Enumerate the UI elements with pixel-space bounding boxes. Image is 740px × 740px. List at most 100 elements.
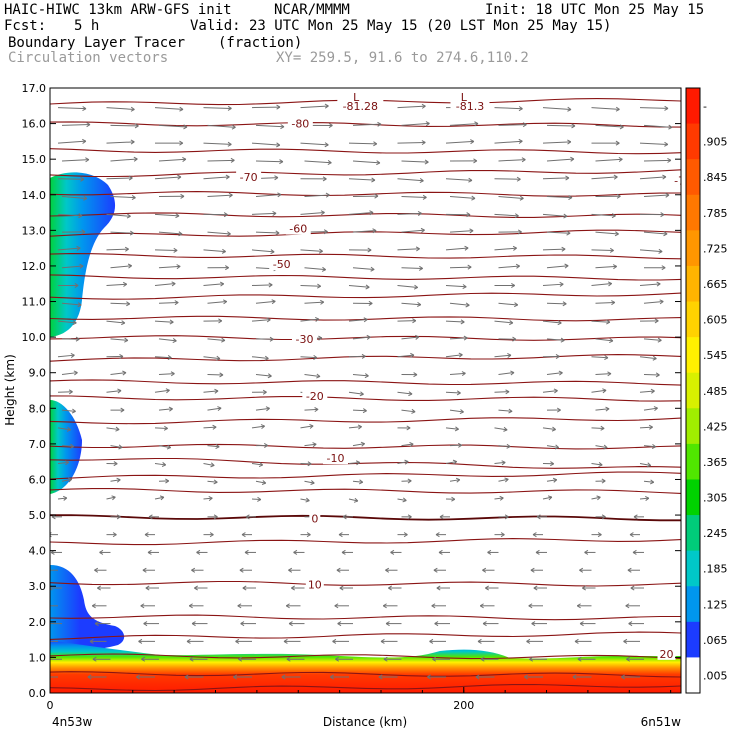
- vector-arrow-head: [288, 621, 293, 627]
- vector-arrow: [542, 248, 566, 251]
- vector-arrow: [542, 320, 562, 324]
- vector-arrow: [203, 283, 224, 287]
- vector-arrow: [255, 194, 282, 198]
- vector-arrow-head: [87, 674, 92, 680]
- vector-arrow-head: [119, 353, 124, 359]
- vector-label: Circulation vectors: [8, 50, 169, 66]
- colorbar-swatch: [686, 550, 700, 587]
- vector-arrow: [57, 320, 77, 324]
- colorbar-swatch: [686, 194, 700, 231]
- colorbar-swatch: [686, 657, 700, 694]
- circulation-vectors: [44, 103, 673, 680]
- vector-arrow-head: [332, 638, 337, 644]
- vector-arrow-head: [467, 264, 472, 270]
- vector-arrow-head: [614, 231, 619, 237]
- vector-arrow: [401, 267, 423, 269]
- colorbar-label: .245: [703, 527, 728, 540]
- vector-arrow-head: [134, 123, 139, 129]
- y-tick-label: 13.0: [22, 224, 47, 237]
- vector-arrow-head: [147, 549, 152, 555]
- contour-label-bg: [337, 98, 384, 112]
- vector-arrow: [542, 141, 571, 144]
- vector-arrow-head: [662, 174, 667, 180]
- vector-arrow-head: [44, 604, 47, 608]
- vector-arrow-head: [574, 638, 579, 644]
- contour-line: [50, 671, 681, 678]
- vector-arrow-head: [532, 532, 537, 538]
- colorbar-label: .665: [703, 278, 728, 291]
- vector-arrow-head: [409, 442, 414, 447]
- vector-arrow-head: [82, 138, 87, 144]
- contour-label-bg: [670, 173, 681, 187]
- vector-arrow-head: [288, 567, 293, 573]
- colorbar-swatch: [686, 443, 700, 480]
- vector-arrow-head: [601, 514, 606, 520]
- vector-arrow-head: [50, 532, 52, 538]
- vector-arrow: [494, 497, 504, 500]
- vector-arrow: [251, 425, 265, 429]
- vector-arrow-head: [438, 549, 443, 555]
- vector-arrow: [546, 265, 569, 269]
- vector-arrow-head: [665, 192, 670, 198]
- vector-arrow-head: [501, 460, 506, 466]
- vector-arrow-head: [607, 281, 613, 287]
- contour-line: [50, 191, 681, 197]
- vector-arrow-head: [619, 124, 624, 130]
- vector-arrow: [498, 159, 526, 162]
- org-label: NCAR/MMMM: [274, 2, 350, 18]
- vector-arrow: [498, 196, 524, 199]
- vector-arrow: [595, 338, 613, 342]
- vector-arrow: [449, 230, 474, 233]
- vector-arrow: [643, 373, 660, 376]
- vector-arrow: [591, 283, 612, 287]
- vector-arrow: [352, 123, 382, 126]
- vector-arrow-head: [648, 424, 653, 430]
- vector-arrow-head: [85, 157, 90, 163]
- vector-arrow-head: [276, 142, 281, 148]
- vector-arrow: [542, 283, 564, 287]
- vector-arrow-head: [281, 674, 286, 680]
- vector-arrow-head: [615, 140, 620, 146]
- colorbar-label: .425: [703, 420, 728, 433]
- vector-arrow: [255, 373, 272, 377]
- vector-arrow: [348, 178, 375, 181]
- vector-arrow: [61, 302, 82, 306]
- vector-arrow-head: [127, 263, 133, 269]
- vector-arrow-head: [324, 142, 329, 148]
- xy-range: XY= 259.5, 91.6 to 274.6,110.2: [276, 50, 529, 66]
- contour-label: -80: [291, 118, 309, 131]
- vector-arrow-head: [89, 638, 94, 644]
- vector-arrow: [397, 178, 424, 182]
- vector-arrow-head: [572, 674, 577, 680]
- vector-arrow-head: [646, 462, 652, 468]
- colorbar-label: .185: [703, 563, 728, 576]
- vector-arrow-head: [536, 514, 541, 520]
- colorbar-swatch: [686, 479, 700, 516]
- colorbar-label: .785: [703, 207, 728, 220]
- vector-arrow-head: [328, 122, 333, 128]
- vector-arrow-head: [466, 212, 471, 218]
- vector-arrow-head: [407, 478, 412, 484]
- vector-arrow-head: [131, 195, 136, 200]
- vector-arrow: [110, 445, 123, 448]
- vector-arrow-head: [370, 266, 375, 272]
- vector-arrow-head: [365, 284, 370, 290]
- vector-arrow-head: [605, 406, 610, 412]
- vector-arrow-head: [244, 549, 249, 555]
- vector-arrow-head: [418, 265, 423, 271]
- vector-arrow: [494, 178, 521, 180]
- vector-arrow: [251, 212, 277, 215]
- vector-arrow: [251, 462, 263, 466]
- vector-arrow: [595, 445, 608, 449]
- vector-arrow-head: [263, 443, 268, 449]
- vector-arrow-head: [320, 210, 325, 216]
- vector-arrow: [300, 105, 329, 109]
- vector-arrow-head: [482, 621, 487, 627]
- vector-arrow: [106, 390, 122, 393]
- vector-arrow-head: [421, 103, 426, 109]
- vector-arrow-head: [651, 443, 657, 449]
- vector-arrow: [57, 178, 84, 180]
- vector-arrow: [207, 124, 236, 128]
- contour-line: [50, 653, 681, 660]
- vector-arrow-head: [70, 352, 75, 358]
